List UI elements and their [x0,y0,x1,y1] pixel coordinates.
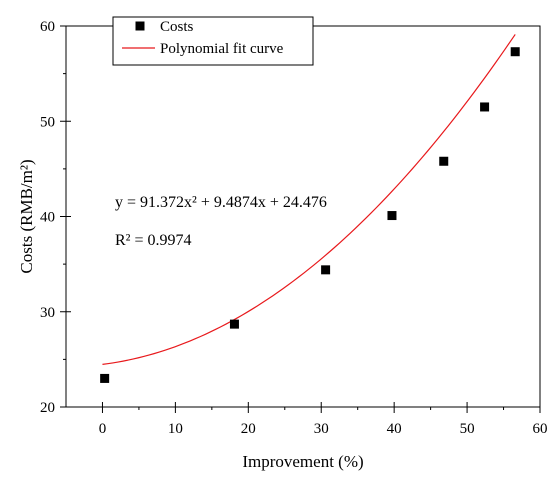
fit-curve-line [102,34,516,365]
data-point [387,211,397,221]
data-point [100,373,110,383]
x-tick-label: 30 [314,421,329,437]
legend: Costs Polynomial fit curve [112,16,314,66]
legend-label-costs: Costs [160,19,194,35]
data-point [229,319,239,329]
data-point [510,47,520,57]
data-points [100,47,520,383]
data-point [321,265,331,275]
data-point [439,156,449,166]
y-axis-label: Costs (RMB/m²) [17,159,36,273]
legend-box [112,16,314,66]
equation-annotation: y = 91.372x² + 9.4874x + 24.476 [115,194,327,211]
plot-frame [65,25,541,408]
x-tick-label: 50 [460,421,475,437]
x-tick-label: 60 [533,421,548,437]
x-axis-label: Improvement (%) [242,452,363,471]
y-tick-label: 30 [40,305,55,321]
legend-label-fit: Polynomial fit curve [160,41,284,57]
r-squared-annotation: R² = 0.9974 [115,232,192,249]
y-tick-label: 20 [40,400,55,416]
data-point [480,102,490,112]
x-tick-label: 10 [168,421,183,437]
x-tick-label: 40 [387,421,402,437]
axis-labels: Improvement (%) Costs (RMB/m²) [17,159,364,471]
axes: 0 10 20 30 40 50 60 20 30 40 50 60 [40,19,548,437]
y-tick-label: 60 [40,19,55,35]
annotations: y = 91.372x² + 9.4874x + 24.476 R² = 0.99… [115,194,327,249]
fit-curve-layer [102,34,516,365]
y-tick-label: 50 [40,114,55,130]
y-tick-label: 40 [40,210,55,226]
x-tick-label: 20 [241,421,256,437]
x-tick-label: 0 [99,421,107,437]
legend-marker-square [135,21,145,31]
